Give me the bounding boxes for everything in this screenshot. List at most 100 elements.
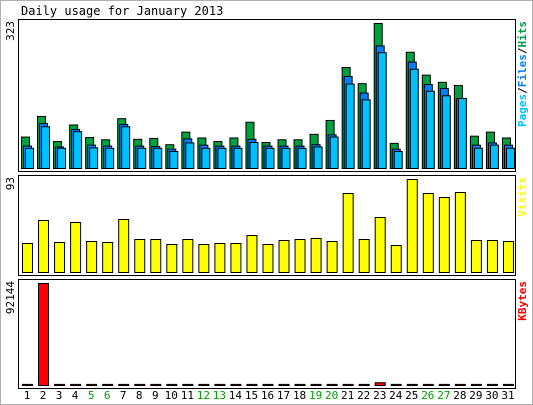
bar-visits-day-5 bbox=[86, 241, 98, 273]
bar-visits-day-21 bbox=[342, 193, 354, 273]
legend-entry-requests-1: / bbox=[516, 87, 529, 94]
bar-kbytes-day-17 bbox=[278, 383, 290, 386]
bar-visits-day-18 bbox=[294, 239, 306, 273]
bar-visits-day-11 bbox=[182, 239, 194, 273]
bar-pages-day-28 bbox=[457, 97, 467, 169]
x-tick-label-8: 8 bbox=[136, 389, 143, 402]
bar-visits-day-4 bbox=[70, 222, 82, 273]
bar-kbytes-day-2 bbox=[38, 283, 50, 386]
bar-visits-day-14 bbox=[230, 243, 242, 273]
bar-kbytes-day-12 bbox=[198, 383, 210, 386]
bar-pages-day-3 bbox=[57, 147, 67, 170]
bar-pages-day-2 bbox=[41, 126, 51, 169]
x-tick-label-10: 10 bbox=[165, 389, 178, 402]
legend-visits: Visits bbox=[516, 177, 529, 217]
bar-pages-day-8 bbox=[137, 147, 147, 170]
bar-kbytes-day-16 bbox=[262, 383, 274, 386]
bar-visits-day-6 bbox=[102, 242, 114, 273]
x-tick-label-14: 14 bbox=[229, 389, 243, 402]
bar-visits-day-28 bbox=[454, 192, 466, 273]
bar-visits-day-23 bbox=[374, 217, 386, 273]
bar-visits-day-20 bbox=[326, 241, 338, 273]
bar-pages-day-13 bbox=[217, 147, 227, 170]
x-tick-label-17: 17 bbox=[277, 389, 290, 402]
bar-kbytes-day-9 bbox=[150, 383, 162, 386]
x-tick-label-5: 5 bbox=[88, 389, 95, 402]
x-tick-label-19: 19 bbox=[309, 389, 322, 402]
legend-entry-visits-0: Visits bbox=[516, 177, 529, 217]
bar-kbytes-day-8 bbox=[134, 383, 146, 386]
panel-visits: 93 Visits bbox=[4, 175, 529, 276]
bar-kbytes-day-30 bbox=[486, 383, 498, 386]
x-tick-label-23: 23 bbox=[373, 389, 386, 402]
bar-pages-day-27 bbox=[441, 95, 451, 169]
bar-kbytes-day-10 bbox=[166, 383, 178, 386]
series-visits bbox=[22, 179, 514, 273]
x-tick-label-26: 26 bbox=[421, 389, 434, 402]
bar-visits-day-29 bbox=[470, 240, 482, 273]
bar-pages-day-23 bbox=[377, 52, 387, 169]
bar-kbytes-day-27 bbox=[438, 383, 450, 386]
bar-pages-day-12 bbox=[201, 147, 211, 170]
bar-visits-day-27 bbox=[438, 197, 450, 273]
x-tick-label-27: 27 bbox=[437, 389, 450, 402]
bar-pages-day-14 bbox=[233, 147, 243, 170]
bar-kbytes-day-14 bbox=[230, 383, 242, 386]
bar-pages-day-29 bbox=[473, 147, 483, 170]
bar-kbytes-day-24 bbox=[390, 383, 402, 386]
x-tick-label-2: 2 bbox=[40, 389, 47, 402]
y-max-label-requests: 323 bbox=[4, 21, 17, 41]
bar-kbytes-day-19 bbox=[310, 383, 322, 386]
bar-visits-day-10 bbox=[166, 244, 178, 273]
x-tick-label-9: 9 bbox=[152, 389, 159, 402]
x-tick-label-3: 3 bbox=[56, 389, 63, 402]
legend-entry-requests-2: Files bbox=[516, 54, 529, 87]
x-tick-label-13: 13 bbox=[213, 389, 226, 402]
bar-pages-day-6 bbox=[105, 147, 115, 170]
y-max-label-visits: 93 bbox=[4, 177, 17, 190]
x-tick-label-11: 11 bbox=[181, 389, 194, 402]
x-tick-label-1: 1 bbox=[24, 389, 31, 402]
x-tick-label-29: 29 bbox=[469, 389, 482, 402]
bar-visits-day-9 bbox=[150, 239, 162, 273]
x-tick-label-15: 15 bbox=[245, 389, 258, 402]
bar-kbytes-day-11 bbox=[182, 383, 194, 386]
bar-visits-day-22 bbox=[358, 239, 370, 273]
bar-pages-day-30 bbox=[489, 144, 499, 169]
bar-visits-day-2 bbox=[38, 220, 50, 273]
series-pages bbox=[25, 52, 515, 170]
bar-kbytes-day-18 bbox=[294, 383, 306, 386]
bar-pages-day-1 bbox=[25, 147, 34, 170]
bar-visits-day-25 bbox=[406, 179, 418, 273]
bar-pages-day-26 bbox=[425, 90, 435, 169]
x-tick-label-6: 6 bbox=[104, 389, 111, 402]
bar-pages-day-19 bbox=[313, 146, 323, 169]
bar-pages-day-16 bbox=[265, 147, 275, 170]
bar-kbytes-day-26 bbox=[422, 383, 434, 386]
bar-kbytes-day-1 bbox=[22, 383, 33, 386]
bar-visits-day-24 bbox=[390, 245, 402, 273]
bar-visits-day-19 bbox=[310, 238, 322, 273]
bar-kbytes-day-22 bbox=[358, 383, 370, 386]
bar-kbytes-day-4 bbox=[70, 383, 82, 386]
bar-pages-day-9 bbox=[153, 147, 163, 170]
legend-kbytes: KBytes bbox=[516, 281, 529, 321]
bar-visits-day-30 bbox=[486, 240, 498, 273]
bar-kbytes-day-5 bbox=[86, 383, 98, 386]
x-tick-label-22: 22 bbox=[357, 389, 370, 402]
bar-visits-day-15 bbox=[246, 235, 258, 273]
bar-visits-day-1 bbox=[22, 243, 33, 273]
bar-visits-day-7 bbox=[118, 219, 130, 273]
x-tick-label-7: 7 bbox=[120, 389, 127, 402]
bar-visits-day-8 bbox=[134, 239, 146, 273]
bar-kbytes-day-31 bbox=[502, 383, 514, 386]
bar-kbytes-day-23 bbox=[374, 382, 386, 387]
y-max-label-kbytes: 92144 bbox=[4, 281, 17, 314]
x-axis-labels: 1 2 3 4 5 6 7 8 9 10 11 12 13 14 15 16 17 18 19 20 21 22 23 24 2… bbox=[24, 389, 515, 402]
bar-pages-day-22 bbox=[361, 99, 371, 169]
x-tick-label-12: 12 bbox=[197, 389, 210, 402]
x-tick-label-25: 25 bbox=[405, 389, 418, 402]
x-tick-label-16: 16 bbox=[261, 389, 274, 402]
x-tick-label-28: 28 bbox=[453, 389, 466, 402]
